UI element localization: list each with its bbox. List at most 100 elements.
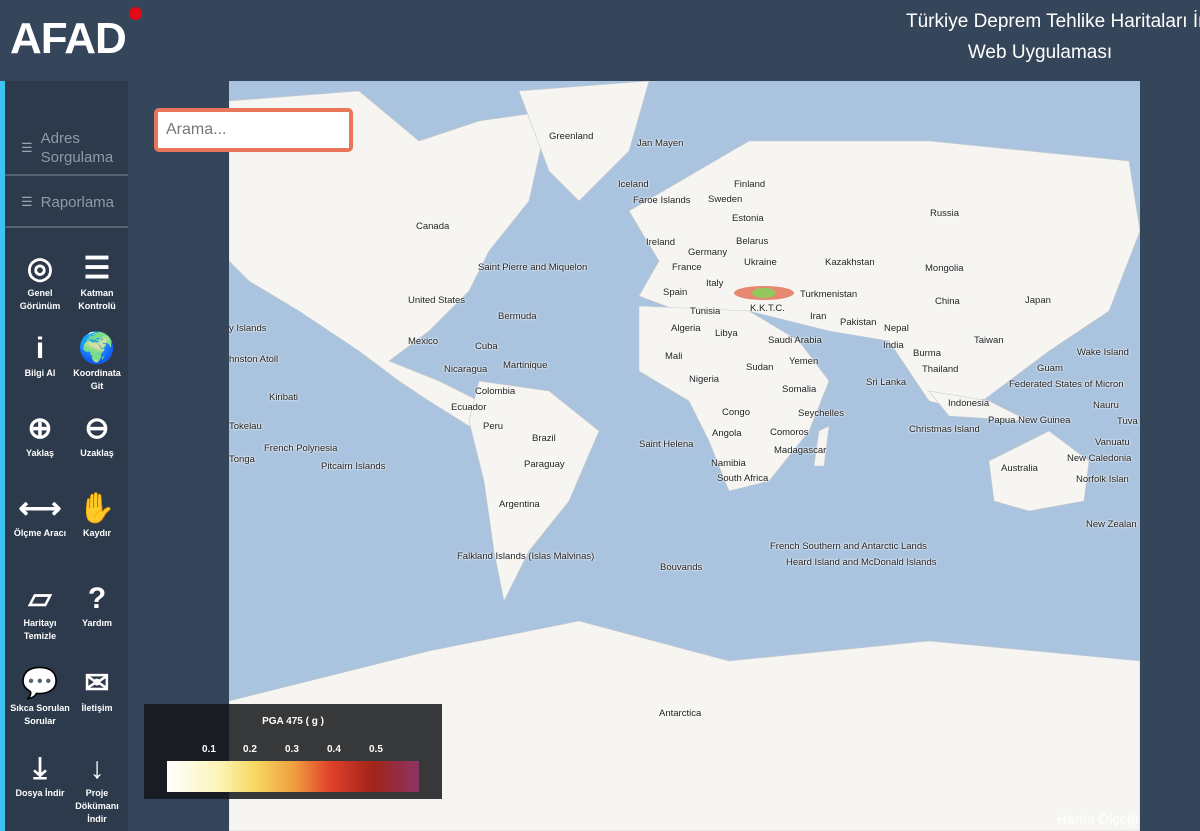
map-label: Burma	[913, 348, 941, 359]
tool-label: Kaydır	[82, 528, 111, 538]
map-label: Thailand	[922, 364, 959, 375]
tool-eraser[interactable]: ▱ Haritayı Temizle	[10, 581, 70, 643]
tool-layers[interactable]: ☰ Katman Kontrolü	[67, 251, 127, 313]
map-label: Ukraine	[744, 257, 777, 268]
map-label: Nepal	[884, 323, 909, 334]
map-label: Russia	[930, 208, 960, 219]
map-label: French Southern and Antarctic Lands	[770, 541, 927, 552]
greenland	[518, 81, 650, 202]
africa	[638, 305, 830, 492]
map-label: China	[935, 296, 960, 307]
map-label: Falkland Islands (Islas Malvinas)	[457, 551, 595, 562]
map-label: Angola	[712, 428, 742, 439]
map-label: Sri Lanka	[866, 377, 907, 388]
tool-measure[interactable]: ⟷ Ölçme Aracı	[10, 491, 70, 540]
map-land	[229, 81, 1140, 831]
map-label: Faroe Islands	[633, 195, 691, 206]
map-label: India	[883, 340, 904, 351]
map-label: Italy	[706, 278, 724, 289]
title-line-1: Türkiye Deprem Tehlike Haritaları İn	[906, 11, 1200, 32]
sidebar-accent	[0, 81, 5, 831]
antarctica	[229, 620, 1140, 831]
madagascar	[813, 425, 830, 467]
map-label: Jan Mayen	[637, 138, 684, 149]
map-label: Greenland	[549, 131, 594, 142]
map-label: Somalia	[782, 384, 817, 395]
map-label: Colombia	[475, 386, 516, 397]
menu-raporlama[interactable]: ☰ Raporlama	[5, 178, 128, 228]
tool-label: Yaklaş	[25, 448, 55, 458]
menu-label: Adres Sorgulama	[40, 129, 114, 166]
map-label: Heard Island and McDonald Islands	[786, 557, 937, 568]
map-label: Vanuatu	[1095, 437, 1130, 448]
app-title: Türkiye Deprem Tehlike Haritaları İn Web…	[880, 6, 1200, 68]
globe-pin-icon: 🌍	[78, 332, 116, 365]
south-america	[468, 380, 600, 602]
list-icon: ☰	[21, 194, 33, 209]
search-input[interactable]	[158, 112, 349, 148]
tool-zoom-in[interactable]: ⊕ Yaklaş	[10, 411, 70, 460]
legend-tick: 0.1	[202, 744, 216, 755]
legend-tick: 0.4	[327, 744, 341, 755]
map-label: Kiribati	[269, 392, 299, 403]
tool-label: Katman Kontrolü	[78, 288, 116, 311]
menu-adres-sorgulama[interactable]: ☰ Adres Sorgulama	[5, 121, 128, 176]
tool-zoom-out[interactable]: ⊖ Uzaklaş	[67, 411, 127, 460]
map-label: Mongolia	[925, 263, 964, 274]
map-label: Comoros	[770, 427, 809, 438]
map-label: Papua New Guinea	[988, 415, 1071, 426]
map-label: Yemen	[789, 356, 819, 367]
tool-arrow-down[interactable]: ↓ Proje Dökümanı İndir	[67, 751, 127, 826]
tool-crosshair[interactable]: ◎ Genel Görünüm	[10, 251, 70, 313]
menu-label: Raporlama	[40, 193, 115, 211]
eraser-icon: ▱	[28, 582, 52, 615]
map-label: Mexico	[408, 336, 439, 347]
map-label: South Africa	[717, 473, 769, 484]
map-label: France	[672, 262, 702, 273]
map-label: Congo	[722, 407, 750, 418]
map-label: New Caledonia	[1067, 453, 1132, 464]
list-icon: ☰	[21, 139, 33, 155]
map-label: hnston Atoll	[229, 354, 279, 365]
search-box[interactable]	[154, 108, 353, 152]
map-label: Estonia	[732, 213, 764, 224]
header: AFAD Türkiye Deprem Tehlike Haritaları İ…	[0, 0, 1200, 81]
zoom-in-icon: ⊕	[27, 412, 53, 445]
map-label: Pakistan	[840, 317, 877, 328]
tool-download[interactable]: ⤓ Dosya İndir	[10, 751, 70, 800]
help-icon: ?	[87, 582, 107, 615]
tool-hand[interactable]: ✋ Kaydır	[67, 491, 127, 540]
map-label: Brazil	[532, 433, 556, 444]
map-label: Spain	[663, 287, 688, 298]
tool-label: Genel Görünüm	[19, 288, 61, 311]
tool-chat[interactable]: 💬 Sıkca Sorulan Sorular	[10, 666, 70, 728]
map-label: Libya	[715, 328, 738, 339]
map-label: Ireland	[646, 237, 676, 248]
map-label: Belarus	[736, 236, 769, 247]
map-label: Antarctica	[659, 708, 702, 719]
map-label: Turkmenistan	[800, 289, 858, 300]
download-icon: ⤓	[33, 752, 47, 785]
map-scale: Harita Ölçeği	[1057, 811, 1138, 827]
tool-globe-pin[interactable]: 🌍 Koordinata Git	[67, 331, 127, 393]
map-label: Cuba	[475, 341, 498, 352]
chat-icon: 💬	[21, 667, 59, 700]
layers-icon: ☰	[83, 252, 111, 285]
zoom-out-icon: ⊖	[84, 412, 110, 445]
tool-label: Koordinata Git	[73, 368, 121, 391]
map-label: Nigeria	[689, 374, 720, 385]
map-label: Indonesia	[948, 398, 990, 409]
tool-help[interactable]: ? Yardım	[67, 581, 127, 630]
map-label: Mali	[665, 351, 683, 362]
tool-mail[interactable]: ✉ İletişim	[67, 666, 127, 715]
map-label: Pitcairn Islands	[321, 461, 386, 472]
map-label: Germany	[688, 247, 728, 258]
map-label: Seychelles	[798, 408, 844, 419]
map-label: Tunisia	[690, 306, 721, 317]
map-label: Tonga	[229, 454, 255, 465]
tool-info[interactable]: i Bilgi Al	[10, 331, 70, 380]
map-label: Nicaragua	[444, 364, 488, 375]
tool-label: Sıkca Sorulan Sorular	[10, 703, 70, 726]
map-label: Sudan	[746, 362, 774, 373]
map-label: Ecuador	[451, 402, 487, 413]
